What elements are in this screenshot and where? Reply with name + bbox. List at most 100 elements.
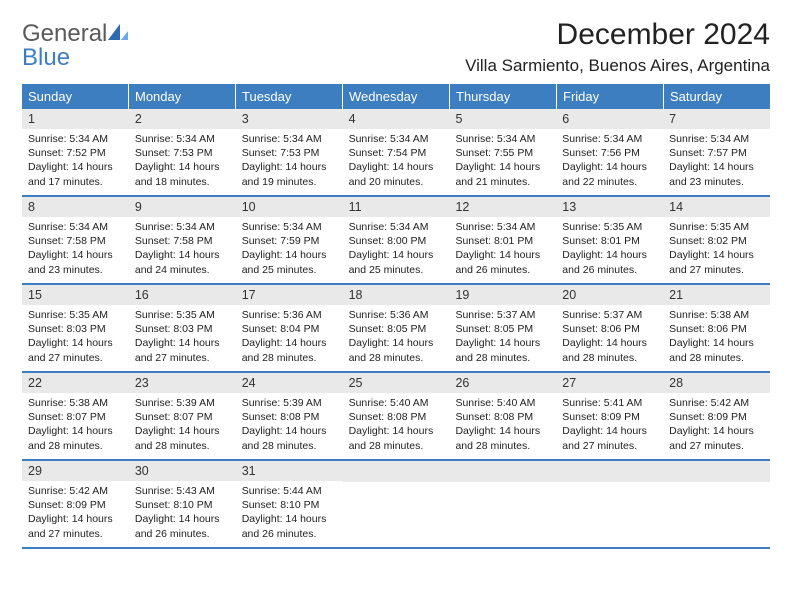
sunrise-text: Sunrise: 5:43 AM [135,484,230,498]
cell-body: Sunrise: 5:35 AMSunset: 8:03 PMDaylight:… [22,305,129,371]
day-number: 16 [129,285,236,305]
sunset-text: Sunset: 7:57 PM [669,146,764,160]
daylight-text: Daylight: 14 hours [562,160,657,174]
cell-body: Sunrise: 5:42 AMSunset: 8:09 PMDaylight:… [663,393,770,459]
cell-body: Sunrise: 5:39 AMSunset: 8:08 PMDaylight:… [236,393,343,459]
day-number: 26 [449,373,556,393]
daylight-text: and 27 minutes. [562,439,657,453]
sunset-text: Sunset: 8:00 PM [349,234,444,248]
logo: General Blue [22,22,129,70]
day-header: Wednesday [343,84,450,109]
day-number [343,461,450,482]
sunrise-text: Sunrise: 5:39 AM [242,396,337,410]
calendar-cell: 27Sunrise: 5:41 AMSunset: 8:09 PMDayligh… [556,373,663,459]
sunrise-text: Sunrise: 5:34 AM [349,220,444,234]
daylight-text: Daylight: 14 hours [135,336,230,350]
sunrise-text: Sunrise: 5:36 AM [349,308,444,322]
day-number: 14 [663,197,770,217]
calendar-cell: 6Sunrise: 5:34 AMSunset: 7:56 PMDaylight… [556,109,663,195]
day-number: 8 [22,197,129,217]
daylight-text: and 27 minutes. [28,527,123,541]
day-number: 21 [663,285,770,305]
sunset-text: Sunset: 8:06 PM [562,322,657,336]
day-number: 30 [129,461,236,481]
daylight-text: Daylight: 14 hours [349,424,444,438]
logo-text-general: General [22,20,107,47]
calendar-cell: 16Sunrise: 5:35 AMSunset: 8:03 PMDayligh… [129,285,236,371]
sunset-text: Sunset: 8:08 PM [349,410,444,424]
daylight-text: and 26 minutes. [455,263,550,277]
calendar-cell-blank [663,461,770,547]
sunrise-text: Sunrise: 5:42 AM [669,396,764,410]
calendar-cell: 8Sunrise: 5:34 AMSunset: 7:58 PMDaylight… [22,197,129,283]
sunset-text: Sunset: 7:59 PM [242,234,337,248]
sunset-text: Sunset: 7:53 PM [242,146,337,160]
calendar-cell: 12Sunrise: 5:34 AMSunset: 8:01 PMDayligh… [449,197,556,283]
day-number: 31 [236,461,343,481]
daylight-text: Daylight: 14 hours [562,248,657,262]
day-header: Tuesday [236,84,343,109]
day-number: 5 [449,109,556,129]
sunrise-text: Sunrise: 5:35 AM [28,308,123,322]
day-number: 6 [556,109,663,129]
cell-body: Sunrise: 5:40 AMSunset: 8:08 PMDaylight:… [343,393,450,459]
day-number: 22 [22,373,129,393]
calendar-cell: 22Sunrise: 5:38 AMSunset: 8:07 PMDayligh… [22,373,129,459]
sunrise-text: Sunrise: 5:37 AM [562,308,657,322]
location: Villa Sarmiento, Buenos Aires, Argentina [465,56,770,76]
cell-body: Sunrise: 5:35 AMSunset: 8:03 PMDaylight:… [129,305,236,371]
daylight-text: and 25 minutes. [349,263,444,277]
sunset-text: Sunset: 8:09 PM [562,410,657,424]
daylight-text: and 23 minutes. [28,263,123,277]
calendar-cell: 31Sunrise: 5:44 AMSunset: 8:10 PMDayligh… [236,461,343,547]
daylight-text: and 22 minutes. [562,175,657,189]
daylight-text: and 26 minutes. [135,527,230,541]
sunset-text: Sunset: 8:01 PM [562,234,657,248]
sunset-text: Sunset: 7:55 PM [455,146,550,160]
cell-body: Sunrise: 5:34 AMSunset: 7:53 PMDaylight:… [129,129,236,195]
calendar-cell: 29Sunrise: 5:42 AMSunset: 8:09 PMDayligh… [22,461,129,547]
daylight-text: Daylight: 14 hours [242,512,337,526]
day-number: 2 [129,109,236,129]
day-header: Saturday [664,84,770,109]
week-row: 1Sunrise: 5:34 AMSunset: 7:52 PMDaylight… [22,109,770,197]
sunset-text: Sunset: 8:10 PM [135,498,230,512]
cell-body: Sunrise: 5:40 AMSunset: 8:08 PMDaylight:… [449,393,556,459]
daylight-text: Daylight: 14 hours [455,424,550,438]
daylight-text: Daylight: 14 hours [455,336,550,350]
day-number: 4 [343,109,450,129]
daylight-text: Daylight: 14 hours [242,424,337,438]
day-header-row: SundayMondayTuesdayWednesdayThursdayFrid… [22,84,770,109]
day-number: 18 [343,285,450,305]
daylight-text: and 24 minutes. [135,263,230,277]
day-number: 12 [449,197,556,217]
day-number: 24 [236,373,343,393]
daylight-text: Daylight: 14 hours [669,160,764,174]
daylight-text: and 20 minutes. [349,175,444,189]
calendar-cell: 13Sunrise: 5:35 AMSunset: 8:01 PMDayligh… [556,197,663,283]
daylight-text: Daylight: 14 hours [135,248,230,262]
daylight-text: Daylight: 14 hours [669,336,764,350]
sunset-text: Sunset: 8:08 PM [242,410,337,424]
daylight-text: Daylight: 14 hours [669,424,764,438]
calendar-cell: 20Sunrise: 5:37 AMSunset: 8:06 PMDayligh… [556,285,663,371]
calendar-cell: 1Sunrise: 5:34 AMSunset: 7:52 PMDaylight… [22,109,129,195]
daylight-text: Daylight: 14 hours [135,512,230,526]
calendar-cell: 18Sunrise: 5:36 AMSunset: 8:05 PMDayligh… [343,285,450,371]
day-header: Thursday [450,84,557,109]
day-number: 29 [22,461,129,481]
calendar-cell: 10Sunrise: 5:34 AMSunset: 7:59 PMDayligh… [236,197,343,283]
sunrise-text: Sunrise: 5:40 AM [455,396,550,410]
daylight-text: and 27 minutes. [669,263,764,277]
sunrise-text: Sunrise: 5:34 AM [562,132,657,146]
daylight-text: and 28 minutes. [349,351,444,365]
day-number: 10 [236,197,343,217]
sunrise-text: Sunrise: 5:39 AM [135,396,230,410]
day-number: 1 [22,109,129,129]
daylight-text: and 21 minutes. [455,175,550,189]
sunset-text: Sunset: 8:03 PM [28,322,123,336]
daylight-text: and 18 minutes. [135,175,230,189]
sunrise-text: Sunrise: 5:34 AM [242,132,337,146]
calendar-cell: 5Sunrise: 5:34 AMSunset: 7:55 PMDaylight… [449,109,556,195]
daylight-text: Daylight: 14 hours [28,336,123,350]
